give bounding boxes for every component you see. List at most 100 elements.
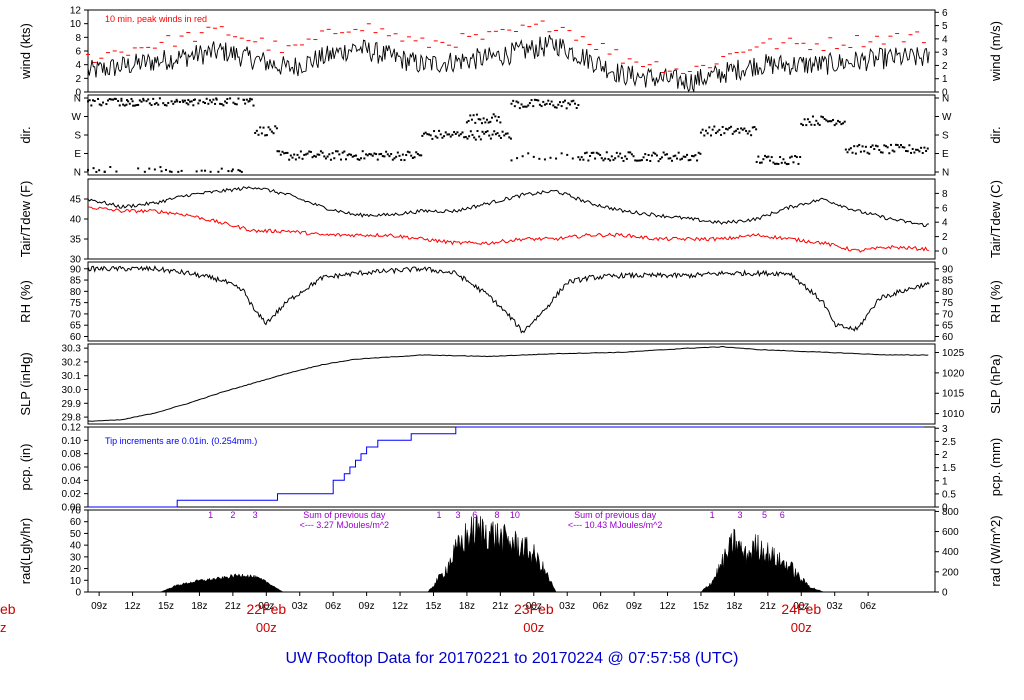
wind-dir-dot — [237, 97, 240, 100]
wind-dir-dot — [617, 155, 620, 158]
wind-dir-dot — [560, 152, 563, 155]
wind-dir-dot — [876, 145, 879, 148]
wind-dir-dot — [503, 134, 506, 137]
wind-dir-dot — [684, 155, 687, 158]
wind-dir-dot — [838, 120, 841, 123]
radiation-area-day-2 — [427, 514, 557, 593]
wind-dir-dot — [220, 103, 223, 106]
wind-dir-dot — [361, 150, 364, 153]
wind-dir-dot — [160, 170, 163, 173]
wind-dir-dot — [675, 157, 678, 160]
wind-dir-dot — [499, 136, 502, 139]
wind-dir-dot — [264, 134, 267, 137]
wind-dir-dot — [528, 102, 531, 105]
wind-dir-dot — [657, 160, 660, 163]
wind-dir-dot — [577, 156, 580, 159]
day-label-date-clipped: eb — [0, 601, 16, 617]
wind-dir-dot — [373, 152, 376, 155]
wind-dir-dot — [863, 150, 866, 153]
wind-dir-dot — [630, 153, 633, 156]
wind-dir-dot — [162, 102, 165, 105]
wind-dir-dot — [535, 99, 538, 102]
wind-dir-dot — [128, 102, 131, 105]
wind-dir-dot — [792, 161, 795, 164]
wind-dir-dot — [854, 152, 857, 155]
wind-dir-dot — [319, 150, 322, 153]
wind-dir-dot — [215, 98, 218, 101]
wind-dir-dot — [769, 159, 772, 162]
wind-dir-dot — [353, 154, 356, 157]
wind-dir-dot — [619, 152, 622, 155]
xtick-label: 03z — [559, 601, 575, 612]
wind-dir-dot — [108, 98, 111, 101]
wind-dir-dot — [585, 151, 588, 154]
day-label-z: 00z — [523, 620, 544, 635]
ytick-label-left-rh: 70 — [70, 309, 82, 320]
wind-dir-dot — [864, 145, 867, 148]
wind-dir-dot — [711, 128, 714, 131]
wind-dir-dot — [248, 99, 251, 102]
wind-dir-dot — [170, 100, 173, 103]
wind-dir-dot — [489, 137, 492, 140]
wind-dir-dot — [644, 153, 647, 156]
wind-dir-dot — [686, 153, 689, 156]
wind-dir-dot — [147, 98, 150, 101]
wind-dir-dot — [775, 162, 778, 165]
wind-dir-dot — [725, 127, 728, 130]
wind-dir-dot — [649, 160, 652, 163]
wind-dir-dot — [123, 104, 126, 107]
wind-dir-dot — [230, 170, 233, 173]
wind-dir-dot — [538, 103, 541, 106]
wind-dir-dot — [624, 155, 627, 158]
wind-dir-dot — [224, 100, 227, 103]
wind-dir-dot — [316, 153, 319, 156]
radiation-peak-marker: 3 — [253, 510, 258, 520]
wind-dir-dot — [843, 120, 846, 123]
wind-dir-dot — [755, 128, 758, 131]
wind-dir-dot — [825, 119, 828, 122]
ytick-label-left-pcp: 0.08 — [62, 449, 82, 460]
xtick-label: 18z — [459, 601, 475, 612]
wind-dir-dot — [823, 117, 826, 120]
wind-dir-dot — [168, 170, 171, 173]
wind-dir-dot — [214, 102, 217, 105]
wind-dir-dot — [689, 158, 692, 161]
radiation-area-day-1 — [160, 573, 284, 593]
wind-dir-dot — [172, 102, 175, 105]
ytick-label-right-slp: 1025 — [942, 348, 965, 359]
wind-dir-dot — [549, 156, 552, 159]
wind-dir-dot — [470, 118, 473, 121]
wind-dir-dot — [155, 101, 158, 104]
wind-dir-dot — [434, 135, 437, 138]
wind-dir-dot — [142, 97, 145, 100]
wind-dir-dot — [459, 133, 462, 136]
radiation-peak-marker: 10 — [510, 510, 520, 520]
ytick-label-right-rh: 80 — [942, 287, 954, 298]
wind-dir-dot — [828, 120, 831, 123]
wind-dir-dot — [413, 156, 416, 159]
day-label-z: 00z — [791, 620, 812, 635]
wind-dir-dot — [148, 167, 151, 170]
wind-dir-dot — [100, 104, 103, 107]
ytick-label-right-wind: 2 — [942, 61, 948, 72]
wind-dir-dot — [916, 148, 919, 151]
wind-dir-dot — [453, 130, 456, 133]
wind-dir-dot — [920, 146, 923, 149]
wind-dir-dot — [311, 156, 314, 159]
wind-dir-dot — [493, 130, 496, 133]
wind-dir-dot — [326, 155, 329, 158]
ytick-label-right-wind: 1 — [942, 74, 948, 85]
radiation-sum-value: <--- 3.27 MJoules/m^2 — [300, 520, 390, 530]
ytick-label-right-slp: 1010 — [942, 409, 965, 420]
wind-dir-dot — [667, 157, 670, 160]
wind-dir-dot — [913, 151, 916, 154]
wind-dir-dot — [602, 159, 605, 162]
wind-dir-dot — [518, 107, 521, 110]
wind-dir-dot — [385, 150, 388, 153]
wind-dir-dot — [632, 155, 635, 158]
day-label-z: 00z — [256, 620, 277, 635]
ytick-label-left-pcp: 0.12 — [62, 423, 82, 434]
wind-dir-dot — [283, 152, 286, 155]
radiation-peak-marker: 3 — [455, 510, 460, 520]
ytick-label-right-wind: 0 — [942, 88, 948, 99]
